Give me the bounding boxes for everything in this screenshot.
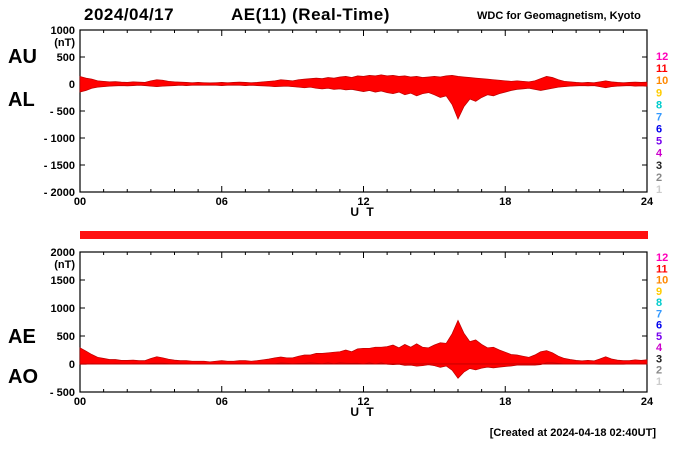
- x-tick-label: 06: [216, 396, 228, 408]
- ao-axis-label: AO: [8, 366, 38, 388]
- plot-frame: [79, 29, 648, 193]
- page-title: AE(11) (Real-Time): [231, 5, 390, 24]
- y-tick-label: 500: [57, 331, 75, 343]
- station-number-2: 2: [656, 365, 662, 377]
- y-tick-label: - 500: [50, 106, 75, 118]
- x-tick-label: 24: [641, 396, 654, 408]
- x-tick-label: 18: [499, 196, 511, 208]
- x-tick-label: 00: [74, 396, 86, 408]
- station-number-2: 2: [656, 172, 662, 184]
- station-number-12: 12: [656, 51, 668, 63]
- y-tick-label: 1000: [51, 303, 75, 315]
- station-number-4: 4: [656, 342, 663, 354]
- ae-axis-label: AE: [8, 326, 36, 348]
- data-coverage-bar: [80, 231, 648, 239]
- plot-frame: [79, 251, 648, 393]
- series-area-ae: [79, 319, 648, 365]
- series-area-ao: [79, 362, 648, 379]
- series-band-au-al: [79, 74, 648, 120]
- station-number-6: 6: [656, 320, 662, 332]
- y-tick-label: 0: [69, 79, 75, 91]
- x-tick-label: 00: [74, 196, 86, 208]
- station-number-5: 5: [656, 331, 662, 343]
- created-timestamp: [Created at 2024-04-18 02:40UT]: [489, 427, 656, 439]
- station-number-6: 6: [656, 124, 662, 136]
- station-number-1: 1: [656, 376, 662, 388]
- x-tick-label: 18: [499, 396, 511, 408]
- station-number-7: 7: [656, 111, 662, 123]
- station-number-11: 11: [656, 263, 668, 275]
- y-tick-label: - 500: [50, 387, 75, 399]
- x-axis-label-top: U T: [350, 205, 376, 219]
- station-number-10: 10: [656, 75, 668, 87]
- y-tick-label: - 1500: [44, 160, 75, 172]
- station-number-9: 9: [656, 87, 662, 99]
- y-tick-label: 500: [57, 52, 75, 64]
- x-tick-label: 12: [357, 196, 369, 208]
- station-number-11: 11: [656, 63, 668, 75]
- station-number-8: 8: [656, 297, 662, 309]
- plot-date: 2024/04/17: [84, 5, 175, 24]
- station-number-1: 1: [656, 184, 662, 196]
- y-tick-label: 2000: [51, 247, 75, 259]
- station-number-10: 10: [656, 275, 668, 287]
- x-axis-label-bottom: U T: [350, 405, 376, 419]
- station-number-12: 12: [656, 252, 668, 264]
- station-number-3: 3: [656, 160, 662, 172]
- y-axis-unit: (nT): [54, 259, 75, 271]
- y-tick-label: 1000: [51, 25, 75, 37]
- station-number-3: 3: [656, 353, 662, 365]
- y-tick-label: - 2000: [44, 187, 75, 199]
- station-number-5: 5: [656, 136, 662, 148]
- station-number-4: 4: [656, 148, 663, 160]
- al-axis-label: AL: [8, 89, 35, 111]
- station-number-7: 7: [656, 308, 662, 320]
- y-tick-label: 1500: [51, 275, 75, 287]
- organization-label: WDC for Geomagnetism, Kyoto: [477, 10, 641, 22]
- y-axis-unit: (nT): [54, 37, 75, 49]
- au-axis-label: AU: [8, 46, 37, 68]
- station-number-9: 9: [656, 286, 662, 298]
- x-tick-label: 24: [641, 196, 654, 208]
- station-number-8: 8: [656, 99, 662, 111]
- y-tick-label: 0: [69, 359, 75, 371]
- x-tick-label: 06: [216, 196, 228, 208]
- x-tick-label: 12: [357, 396, 369, 408]
- y-tick-label: - 1000: [44, 133, 75, 145]
